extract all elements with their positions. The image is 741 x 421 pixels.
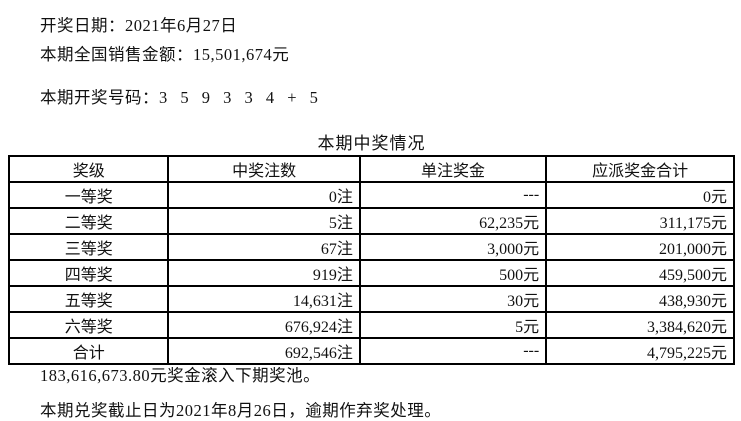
sales-amount-value: 15,501,674元 — [193, 45, 290, 64]
table-row-fourth-prize: 四等奖 919注 500元 459,500元 — [7, 259, 735, 287]
rollover-note: 183,616,673.80元奖金滚入下期奖池。 — [40, 366, 321, 385]
sales-amount-line: 本期全国销售金额：15,501,674元 — [40, 41, 289, 65]
draw-date-label: 开奖日期： — [40, 16, 125, 35]
draw-date-line: 开奖日期：2021年6月27日 — [40, 12, 237, 36]
prize-level-cell: 四等奖 — [7, 259, 170, 287]
total-payout-cell: 201,000元 — [545, 233, 735, 261]
draw-numbers-value: 3 5 9 3 3 4 + 5 — [159, 88, 319, 107]
winning-bets-cell: 67注 — [167, 233, 361, 261]
total-payout-cell: 311,175元 — [545, 207, 735, 235]
winning-bets-cell: 676,924注 — [167, 311, 361, 339]
winning-bets-cell: 919注 — [167, 259, 361, 287]
table-row-third-prize: 三等奖 67注 3,000元 201,000元 — [7, 233, 735, 261]
prize-per-bet-cell: --- — [358, 181, 548, 209]
winning-bets-cell: 692,546注 — [167, 337, 361, 365]
winning-bets-cell: 14,631注 — [167, 285, 361, 313]
prize-level-cell: 五等奖 — [7, 285, 170, 313]
header-cell-prize-level: 奖级 — [7, 155, 170, 183]
table-row-first-prize: 一等奖 0注 --- 0元 — [7, 181, 735, 209]
total-payout-cell: 0元 — [545, 181, 735, 209]
prize-per-bet-cell: 3,000元 — [358, 233, 548, 261]
table-row-fifth-prize: 五等奖 14,631注 30元 438,930元 — [7, 285, 735, 313]
prize-table-title: 本期中奖情况 — [317, 134, 426, 153]
table-row-sixth-prize: 六等奖 676,924注 5元 3,384,620元 — [7, 311, 735, 339]
prize-level-cell: 六等奖 — [7, 311, 170, 339]
total-payout-cell: 4,795,225元 — [545, 337, 735, 365]
prize-per-bet-cell: 30元 — [358, 285, 548, 313]
prize-level-cell: 一等奖 — [7, 181, 170, 209]
total-payout-cell: 438,930元 — [545, 285, 735, 313]
header-cell-winning-bets: 中奖注数 — [167, 155, 361, 183]
redeem-deadline-note: 本期兑奖截止日为2021年8月26日，逾期作弃奖处理。 — [40, 401, 442, 420]
prize-per-bet-cell: 5元 — [358, 311, 548, 339]
winning-bets-cell: 5注 — [167, 207, 361, 235]
prize-per-bet-cell: 500元 — [358, 259, 548, 287]
draw-numbers-line: 本期开奖号码：3 5 9 3 3 4 + 5 — [40, 84, 318, 108]
prize-per-bet-cell: --- — [358, 337, 548, 365]
prize-level-cell: 三等奖 — [7, 233, 170, 261]
prize-table: 奖级 中奖注数 单注奖金 应派奖金合计 一等奖 0注 --- 0元 二等奖 5注… — [7, 155, 735, 365]
winning-bets-cell: 0注 — [167, 181, 361, 209]
draw-date-value: 2021年6月27日 — [125, 16, 238, 35]
draw-numbers-label: 本期开奖号码： — [40, 88, 159, 107]
table-header-row: 奖级 中奖注数 单注奖金 应派奖金合计 — [7, 155, 735, 183]
total-payout-cell: 3,384,620元 — [545, 311, 735, 339]
sales-amount-label: 本期全国销售金额： — [40, 45, 193, 64]
table-row-total: 合计 692,546注 --- 4,795,225元 — [7, 337, 735, 365]
prize-level-cell: 二等奖 — [7, 207, 170, 235]
header-cell-total-payout: 应派奖金合计 — [545, 155, 735, 183]
prize-level-cell: 合计 — [7, 337, 170, 365]
total-payout-cell: 459,500元 — [545, 259, 735, 287]
table-row-second-prize: 二等奖 5注 62,235元 311,175元 — [7, 207, 735, 235]
prize-per-bet-cell: 62,235元 — [358, 207, 548, 235]
header-cell-prize-per-bet: 单注奖金 — [358, 155, 548, 183]
